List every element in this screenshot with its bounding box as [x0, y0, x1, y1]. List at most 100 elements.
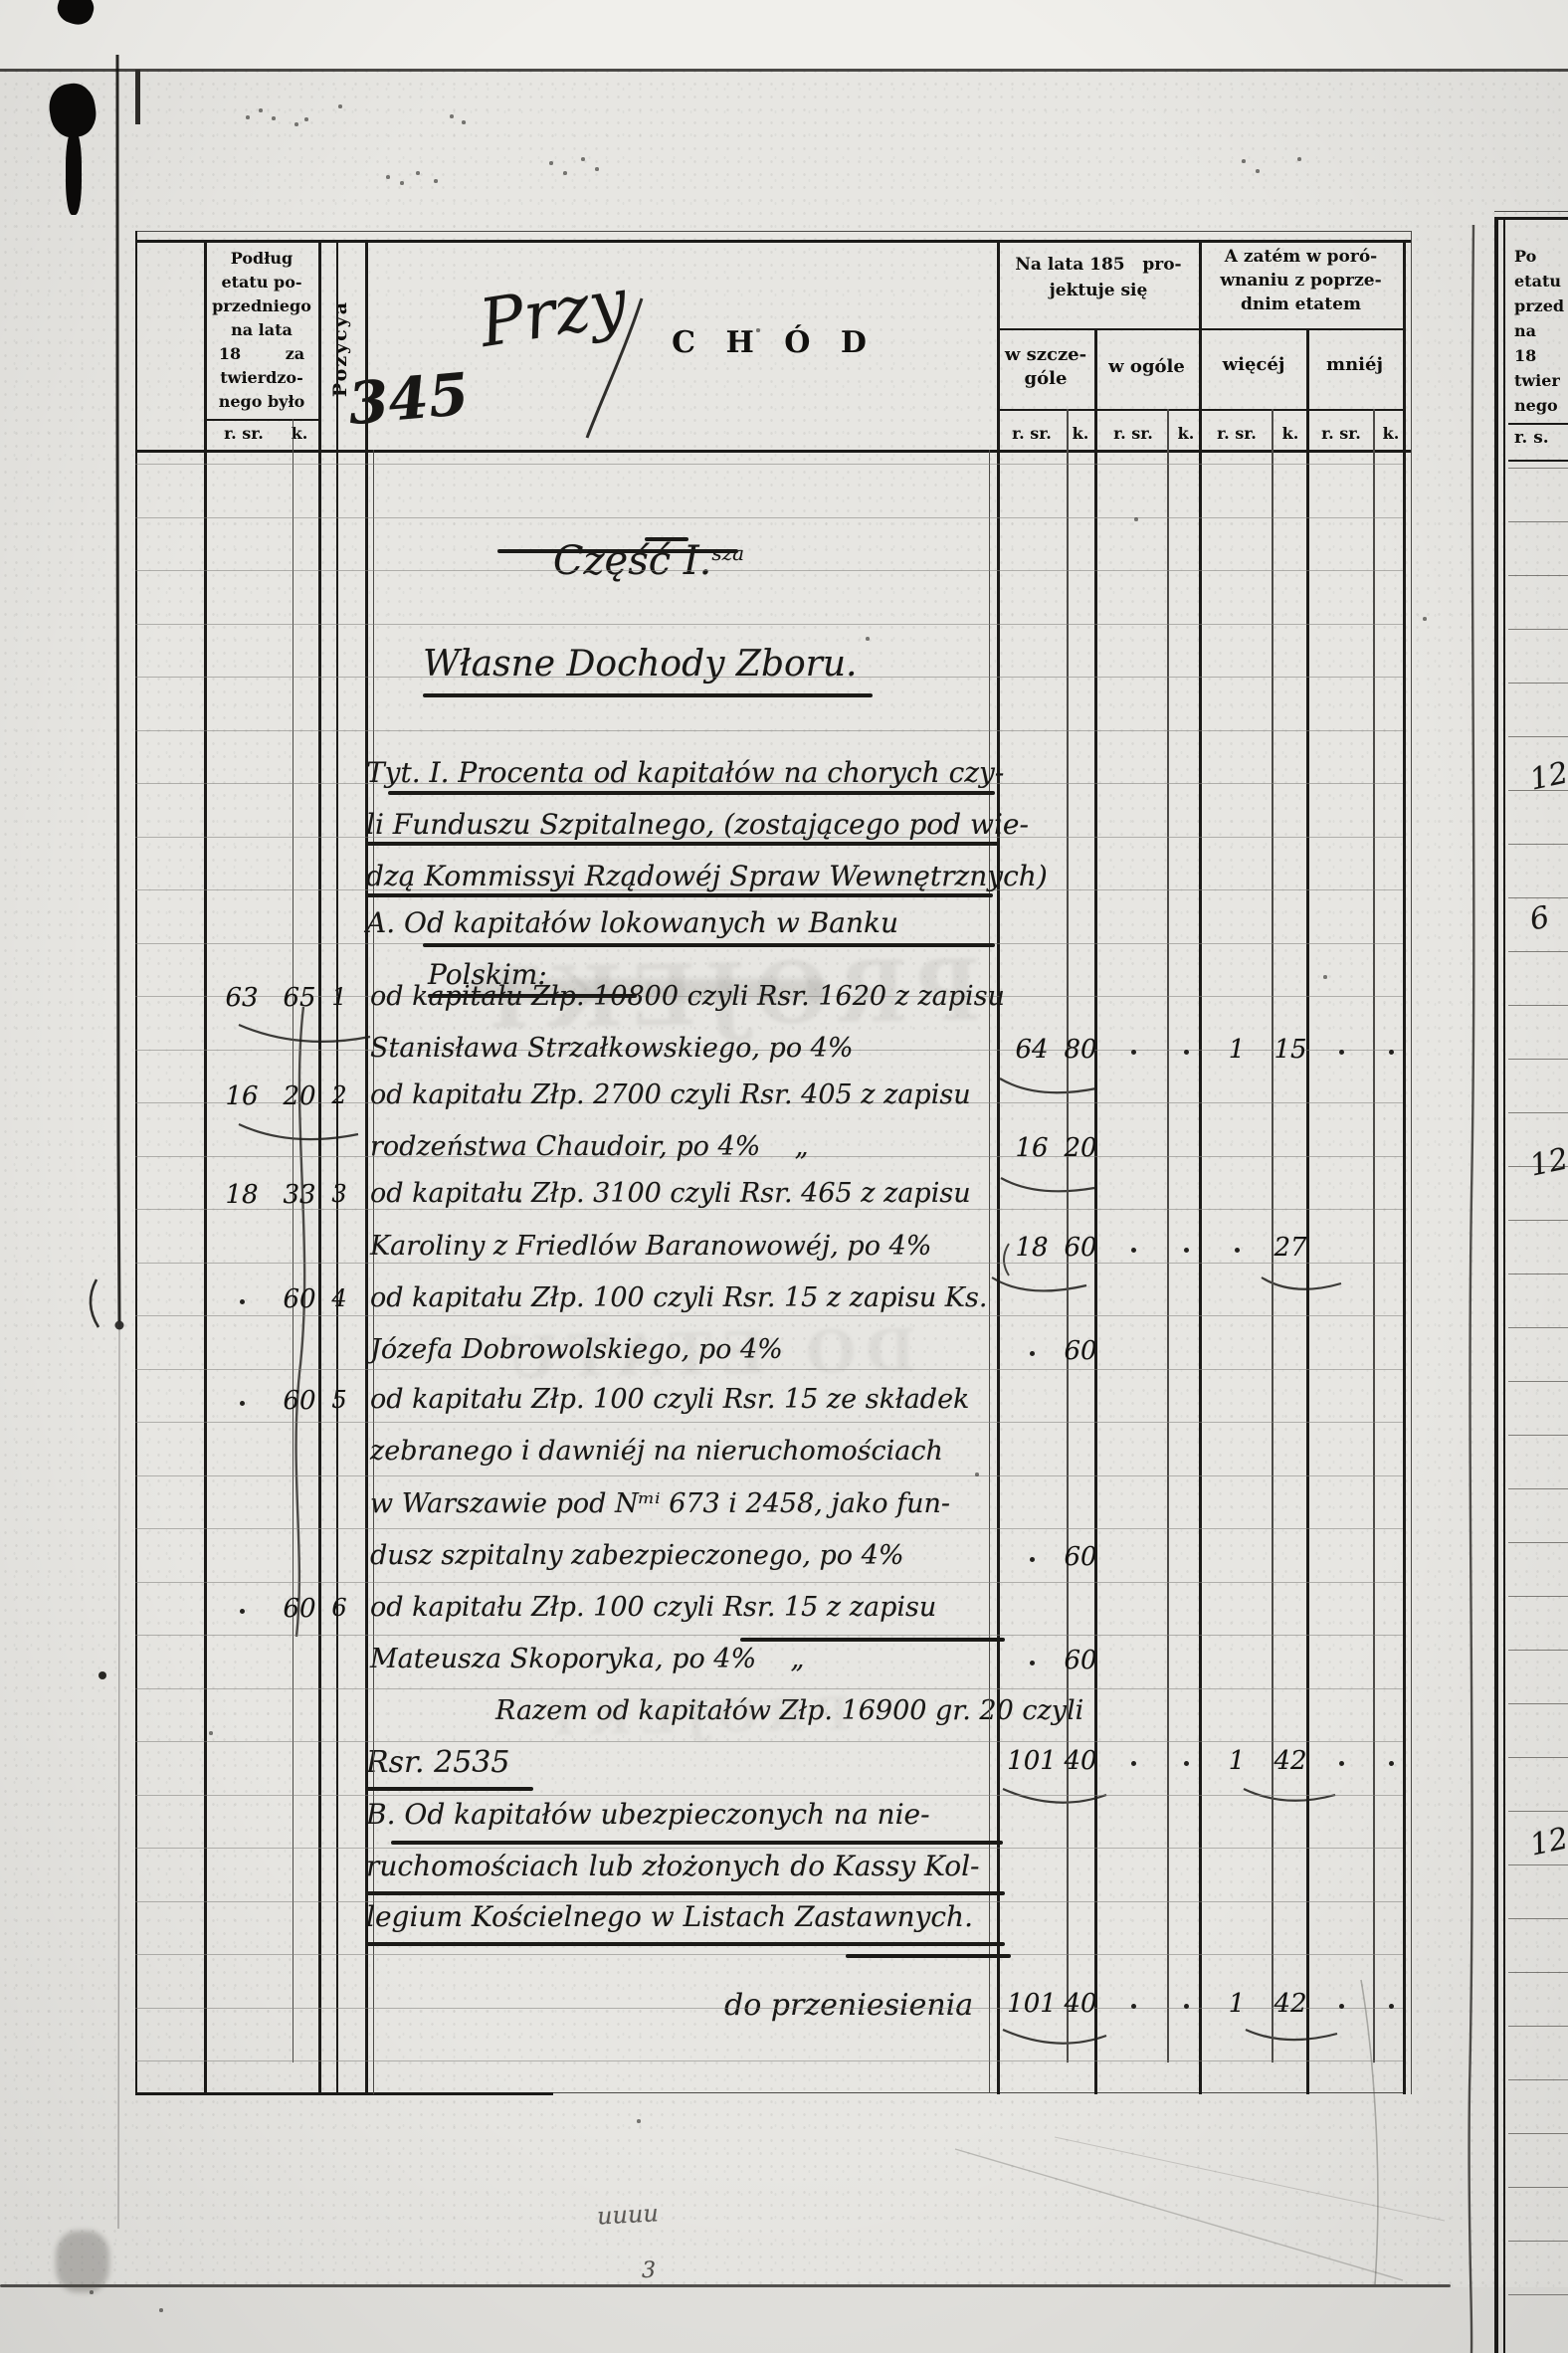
table-line: [553, 2092, 1403, 2093]
table-line: [1494, 217, 1568, 220]
adjacent-ruled-line: [1508, 897, 1568, 898]
ruled-line: [135, 1262, 1403, 1264]
adjacent-ruled-line: [1508, 2294, 1568, 2295]
paper-speck: [259, 108, 263, 112]
part-heading-sup: sza: [711, 541, 745, 565]
ruled-line: [135, 623, 1403, 625]
ruled-line: [135, 464, 1403, 465]
adjacent-ruled-line: [1508, 1112, 1568, 1113]
header-prev-line: przedniego: [212, 296, 311, 315]
entry-amount-value-dot: [1339, 1050, 1344, 1055]
entry-description-line: Józefa Dobrowolskiego, po 4%: [370, 1334, 783, 1365]
ruled-line: [135, 2007, 1403, 2009]
ruled-line: [135, 1474, 1403, 1476]
entry-amount-value: 1: [1228, 1035, 1246, 1065]
table-line: [135, 231, 137, 2094]
entry-amount-value-dot: [1184, 1050, 1189, 1055]
entry-prev-etat-value: 16: [225, 1081, 259, 1111]
table-line: [135, 231, 1411, 232]
ink-underline: [366, 1787, 533, 1791]
entry-amount-value: 64: [1015, 1035, 1049, 1065]
ruled-line: [135, 1315, 1403, 1316]
paper-speck: [563, 171, 567, 175]
entry-description-line: dusz szpitalny zabezpieczonego, po 4%: [370, 1540, 904, 1571]
header-unit-k: k.: [1281, 424, 1299, 443]
table-line: [1373, 409, 1375, 2062]
ruled-line: [135, 1422, 1403, 1423]
adjacent-unit: r. s.: [1514, 428, 1549, 448]
adjacent-partial-number: 12: [1526, 1141, 1568, 1184]
razem-amount-value: 42: [1274, 1746, 1307, 1776]
adjacent-header-line: Po: [1514, 247, 1537, 266]
adjacent-ruled-line: [1508, 844, 1568, 845]
adjacent-ruled-line: [1508, 1650, 1568, 1651]
ruled-line: [135, 1155, 1403, 1157]
paper-speck: [637, 2119, 641, 2123]
table-line: [997, 240, 1000, 2094]
entry-pozycya-number: 5: [331, 1386, 347, 1414]
paper-speck: [581, 157, 585, 161]
table-line: [1503, 217, 1505, 2353]
paper-speck: [549, 161, 553, 165]
header-col-ogole: w ogóle: [1108, 356, 1185, 377]
entry-amount-value-dot: [1131, 1248, 1136, 1253]
ink-underline: [366, 893, 993, 897]
ruled-line: [135, 1528, 1403, 1529]
paper-speck: [90, 2290, 94, 2294]
paper-speck: [1423, 617, 1427, 621]
table-line: [1272, 409, 1274, 2062]
table-line: [336, 240, 338, 2094]
table-line: [1494, 217, 1498, 2353]
ruled-line: [135, 677, 1403, 678]
ruled-line: [135, 1954, 1403, 1955]
table-line: [1508, 460, 1568, 462]
paper-speck: [450, 114, 454, 118]
carry-amount-value: 1: [1228, 1989, 1246, 2019]
header-pozycya: Pozycya: [316, 244, 366, 453]
ink-underline: [366, 842, 1000, 846]
adjacent-ruled-line: [1508, 790, 1568, 791]
sheet-edge-notch: [135, 70, 140, 124]
ruled-line: [135, 836, 1403, 838]
tyt-heading-line: Polskim:: [428, 958, 547, 991]
entry-description-line: Stanisława Strzałkowskiego, po 4%: [370, 1033, 854, 1064]
table-line: [204, 419, 318, 421]
entry-prev-etat-value: 60: [283, 1386, 316, 1416]
razem-amount-value-dot: [1339, 1761, 1344, 1766]
entry-amount-value: 27: [1274, 1233, 1307, 1263]
header-unit-r: r. sr.: [1217, 424, 1257, 443]
adjacent-partial-number: 12.: [1526, 1819, 1568, 1863]
adjacent-ruled-line: [1508, 2187, 1568, 2188]
header-unit-k: k.: [1177, 424, 1195, 443]
adjacent-partial-number: 6: [1526, 899, 1553, 938]
entry-amount-value: 15: [1274, 1035, 1307, 1065]
sheet-mark: 3: [642, 2258, 656, 2283]
ruled-line: [135, 570, 1403, 571]
adjacent-ruled-line: [1508, 1059, 1568, 1060]
ink-underline: [391, 1841, 1003, 1845]
adjacent-ruled-line: [1508, 1972, 1568, 1973]
title-handwritten-przy: Przy: [474, 263, 633, 363]
ruled-line: [135, 1635, 1403, 1636]
entry-amount-value: 16: [1015, 1133, 1049, 1163]
razem-amount-value-dot: [1131, 1761, 1136, 1766]
paper-speck: [338, 104, 342, 108]
ruled-line: [135, 1848, 1403, 1849]
entry-amount-value: 60: [1064, 1542, 1097, 1572]
carry-amount-value: 101: [1007, 1989, 1057, 2019]
table-line: [204, 240, 207, 2094]
entry-prev-etat-value: 20: [283, 1081, 316, 1111]
adjacent-ruled-line: [1508, 1327, 1568, 1328]
entry-prev-etat-value: 63: [225, 983, 259, 1013]
header-unit-k: k.: [1382, 424, 1400, 443]
ruled-line: [135, 1794, 1403, 1796]
paper-speck: [1323, 975, 1327, 979]
binding-mark: [66, 131, 82, 215]
entry-amount-value-dot: [1030, 1351, 1035, 1356]
adjacent-ruled-line: [1508, 2133, 1568, 2134]
table-line: [1411, 231, 1412, 2094]
adjacent-ruled-line: [1508, 2241, 1568, 2242]
entry-pozycya-number: 4: [331, 1284, 347, 1312]
section-b-line: B. Od kapitałów ubezpieczonych na nie-: [366, 1798, 930, 1831]
adjacent-header-line: twier: [1514, 371, 1560, 390]
